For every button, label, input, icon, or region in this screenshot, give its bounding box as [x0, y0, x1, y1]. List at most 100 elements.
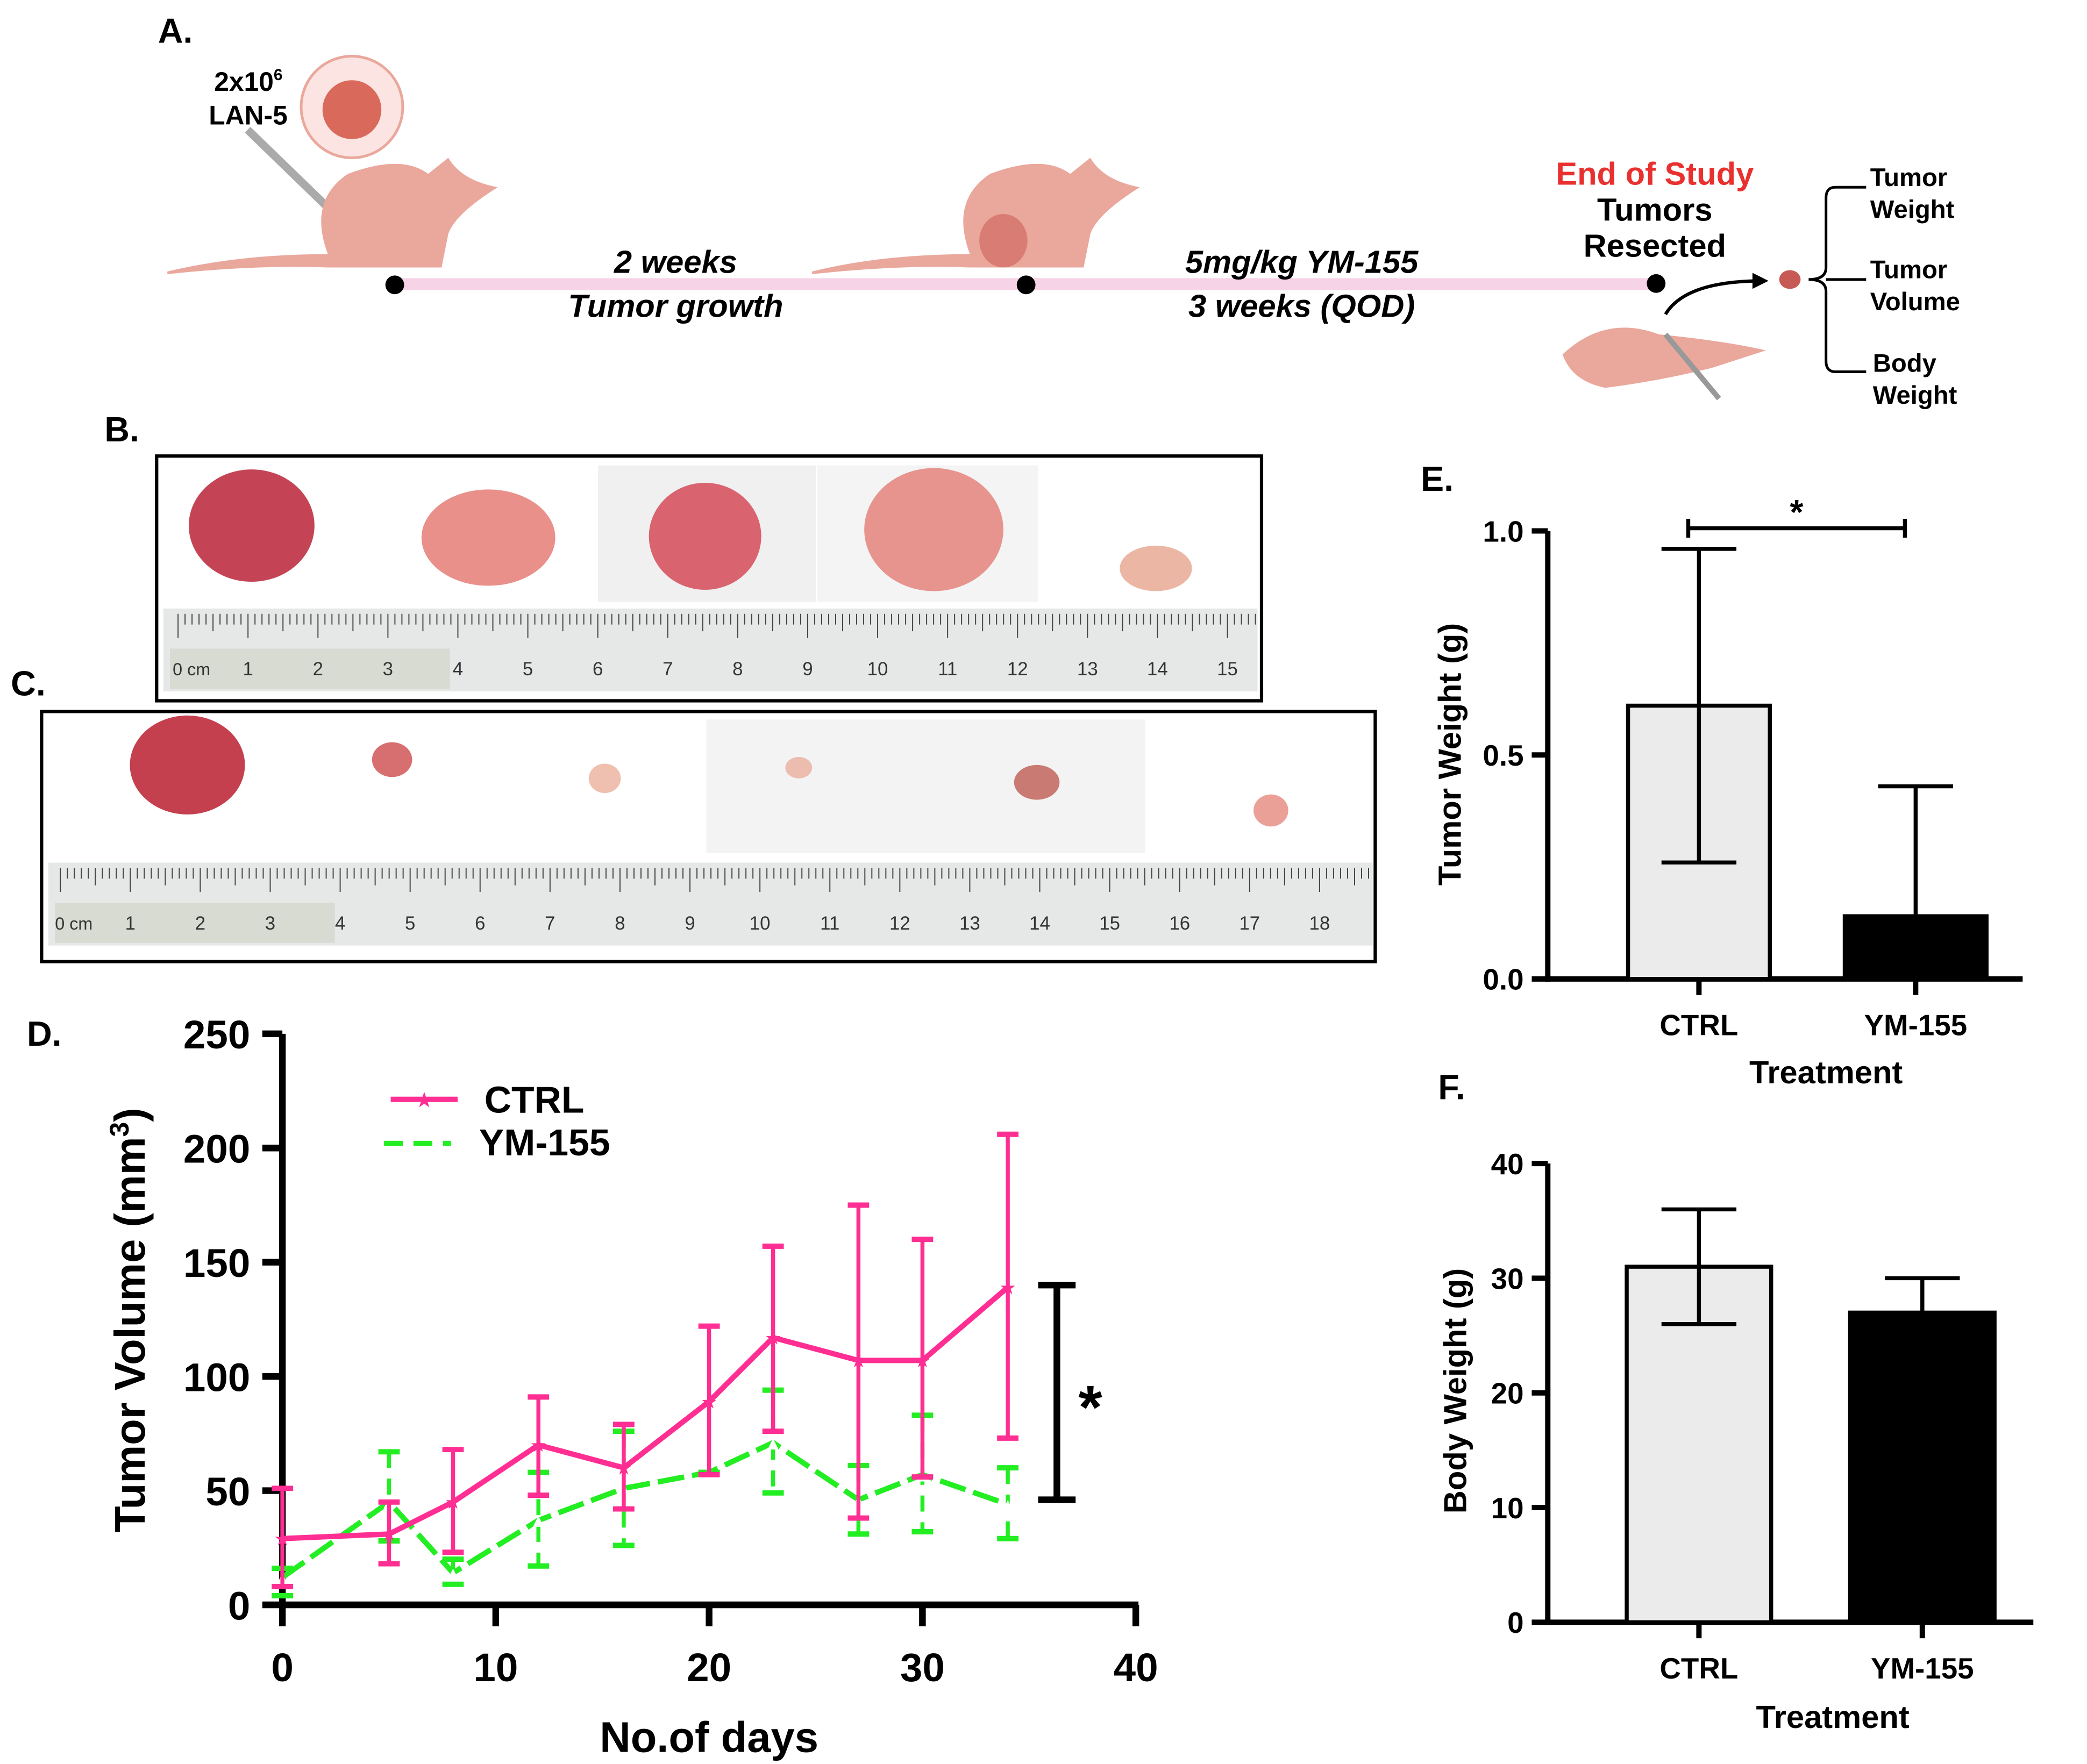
- ruler-label: 3: [383, 659, 393, 680]
- tumor-sample: [1253, 794, 1288, 827]
- ruler-label: 18: [1309, 913, 1330, 934]
- e-ylabel: Tumor Weight (g): [1432, 623, 1468, 885]
- tumor-volume-chart: 050100150200250010203040▲▲▲▲▲▲▲▲▲▲★★★★★★…: [183, 1012, 1158, 1690]
- outcome-body-weight-1: Body: [1873, 349, 1937, 378]
- tumor-sample: [588, 763, 621, 794]
- panel-f-chart: F. 0 10 20 30 40 CTRL YM-155 Treatment Body We…: [1437, 1068, 2034, 1735]
- x-tick-label: YM-155: [1864, 1008, 1968, 1041]
- scalpel-icon: [1663, 332, 1721, 401]
- tumor-sample: [864, 468, 1003, 591]
- tumor-sample: [372, 742, 412, 777]
- panel-b-photo: B. 0 cm 1 2 3 4 5 6 7 8 9 10 11 12 13 14 15: [104, 410, 1264, 703]
- ruler-label: 15: [1099, 913, 1120, 934]
- cells-count: 2x106: [214, 66, 282, 97]
- tumor-icon: [1779, 270, 1801, 289]
- tumor-sample: [421, 489, 555, 586]
- e-significance-star: *: [1790, 492, 1804, 532]
- ctrl-point: ★: [701, 1391, 717, 1412]
- outcome-body-weight-2: Weight: [1873, 381, 1957, 410]
- outcome-tumor-volume-2: Volume: [1870, 288, 1960, 316]
- y-tick-label: 0.5: [1483, 739, 1523, 772]
- phase1-label: Tumor growth: [568, 288, 783, 324]
- timeline-node: [1647, 274, 1666, 293]
- panel-label-c: C.: [11, 663, 46, 703]
- panel-label-b: B.: [104, 410, 139, 449]
- d-xlabel: No.of days: [600, 1713, 818, 1761]
- ruler-b: 0 cm 1 2 3 4 5 6 7 8 9 10 11 12 13 14 15: [163, 608, 1258, 692]
- phase1-duration: 2 weeks: [614, 244, 737, 280]
- ruler-label: 16: [1169, 913, 1190, 934]
- body-weight-chart: 0 10 20 30 40 CTRL YM-155: [1491, 1147, 2034, 1685]
- y-tick-label: 30: [1491, 1262, 1524, 1295]
- tumor-weight-chart: 0.0 0.5 1.0 CTRL YM-155: [1483, 515, 2023, 1041]
- y-tick-label: 150: [183, 1240, 250, 1285]
- timeline-node: [385, 275, 404, 295]
- ruler-label: 7: [545, 913, 555, 934]
- ym-155-bar: [1842, 914, 1989, 981]
- legend-star-icon: ★: [415, 1089, 434, 1112]
- ruler-label: 9: [802, 659, 813, 680]
- phase2-schedule: 3 weeks (QOD): [1188, 288, 1415, 324]
- photo-bg: [706, 719, 1145, 854]
- ruler-label: 2: [195, 913, 205, 934]
- ym-155-point: ▲: [529, 1510, 547, 1531]
- mouse-icon-2: [812, 158, 1140, 274]
- ruler-label: 5: [405, 913, 415, 934]
- panel-c-photo: C. 0 cm 1 2 3 4 5 6 7 8 9 10 11 12 13 14 15 16 17 18: [11, 663, 1377, 963]
- f-ylabel: Body Weight (g): [1437, 1268, 1473, 1513]
- ruler-label: 12: [889, 913, 910, 934]
- x-tick-label: 20: [687, 1645, 731, 1690]
- outcome-tumor-volume-1: Tumor: [1870, 255, 1947, 284]
- ruler-label: 10: [750, 913, 771, 934]
- x-tick-label: 30: [900, 1645, 945, 1690]
- ruler-label: 6: [475, 913, 485, 934]
- ruler-unit: 0 cm: [173, 660, 210, 679]
- ruler-label: 11: [938, 659, 957, 680]
- panel-label-e: E.: [1421, 459, 1454, 498]
- ym-155-point: ▲: [999, 1494, 1017, 1515]
- timeline-node: [1016, 275, 1036, 295]
- end-line1: Tumors: [1597, 191, 1712, 227]
- outcome-tumor-weight-2: Weight: [1870, 195, 1955, 224]
- end-line2: Resected: [1584, 228, 1726, 264]
- ctrl-point: ★: [615, 1458, 632, 1479]
- ruler-label: 12: [1007, 659, 1028, 680]
- y-tick-label: 10: [1491, 1491, 1524, 1525]
- ruler-label: 11: [820, 913, 839, 934]
- ruler-label: 6: [593, 659, 603, 680]
- ctrl-point: ★: [914, 1351, 931, 1372]
- ctrl-point: ★: [850, 1351, 867, 1372]
- ruler-label: 2: [313, 659, 323, 680]
- ym-155-point: ▲: [444, 1563, 462, 1584]
- legend-ym155-label: YM-155: [479, 1122, 610, 1163]
- ruler-label: 14: [1029, 913, 1050, 934]
- ruler-label: 3: [265, 913, 275, 934]
- x-tick-label: CTRL: [1659, 1652, 1738, 1685]
- ruler-label: 5: [523, 659, 533, 680]
- tumor-sample: [1014, 765, 1060, 800]
- cell-cluster-inner: [322, 80, 382, 139]
- ruler-label: 13: [1077, 659, 1098, 680]
- ruler-label: 9: [685, 913, 695, 934]
- y-tick-label: 0: [228, 1583, 251, 1628]
- ruler-label: 4: [453, 659, 463, 680]
- phase2-dose: 5mg/kg YM-155: [1185, 244, 1419, 280]
- arrow-icon: [1664, 279, 1763, 316]
- ctrl-point: ★: [381, 1524, 397, 1545]
- ruler-label: 4: [335, 913, 345, 934]
- ruler-label: 14: [1147, 659, 1168, 680]
- ruler-label: 13: [959, 913, 980, 934]
- mouse-icon-3: [1562, 327, 1766, 388]
- e-xlabel: Treatment: [1749, 1054, 1903, 1090]
- ym-155-point: ▲: [764, 1433, 782, 1454]
- end-of-study-title: End of Study: [1556, 155, 1754, 191]
- y-tick-label: 0: [1507, 1606, 1523, 1639]
- tumor-sample: [1120, 545, 1192, 591]
- y-tick-label: 20: [1491, 1377, 1524, 1410]
- ruler-unit: 0 cm: [55, 914, 92, 933]
- ruler-label: 8: [732, 659, 743, 680]
- y-tick-label: 200: [183, 1126, 250, 1172]
- ruler-label-area: [55, 903, 335, 943]
- ruler-label: 7: [663, 659, 673, 680]
